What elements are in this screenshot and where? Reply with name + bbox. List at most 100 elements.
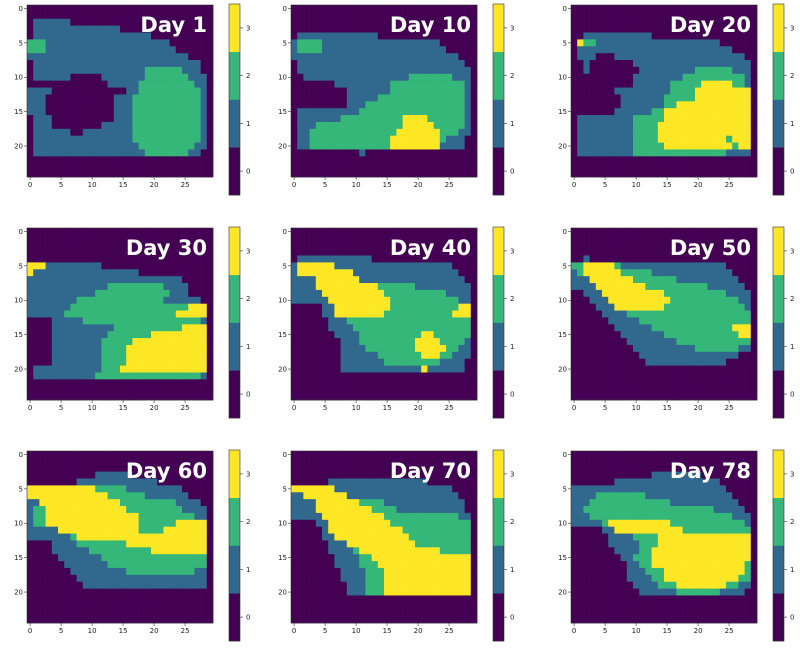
heatmap-cell (89, 66, 96, 75)
heatmap-cell (639, 317, 646, 325)
heatmap-cell (384, 296, 391, 305)
heatmap-cell (303, 60, 310, 68)
heatmap-cell (113, 464, 121, 472)
heatmap-cell (713, 289, 721, 298)
heatmap-cell (390, 262, 397, 270)
heatmap-cell (33, 228, 40, 236)
heatmap-cell (51, 163, 59, 171)
heatmap-cell (439, 170, 447, 178)
heatmap-cell (719, 331, 727, 339)
heatmap-cell (657, 163, 665, 171)
heatmap-cell (39, 386, 46, 394)
heatmap-cell (359, 379, 366, 387)
heatmap-cell (633, 379, 640, 387)
heatmap-cell (27, 248, 34, 256)
heatmap-cell (334, 283, 341, 291)
heatmap-cell (346, 66, 354, 75)
heatmap-cell (470, 248, 478, 256)
heatmap-cell (595, 163, 603, 171)
heatmap-cell (396, 331, 403, 339)
heatmap-cell (651, 283, 659, 291)
heatmap-cell (676, 39, 683, 47)
heatmap-cell (408, 358, 416, 366)
heatmap-cell (384, 283, 391, 291)
heatmap-cell (608, 128, 615, 137)
heatmap-cell (608, 351, 615, 360)
heatmap-cell (206, 451, 214, 459)
heatmap-cell (322, 262, 329, 270)
heatmap-cell (169, 379, 177, 387)
heatmap-cell (408, 324, 416, 332)
heatmap-cell (70, 310, 77, 318)
heatmap-cell (620, 73, 628, 82)
heatmap-cell (571, 248, 578, 256)
heatmap-cell (719, 149, 727, 157)
heatmap-cell (676, 87, 683, 95)
heatmap-cell (175, 451, 183, 459)
heatmap-cell (365, 289, 372, 298)
heatmap-cell (132, 73, 139, 82)
heatmap-cell (571, 101, 578, 109)
heatmap-cell (433, 5, 441, 13)
heatmap-cell (470, 351, 478, 360)
heatmap-cell (101, 506, 108, 514)
heatmap-cell (297, 344, 304, 353)
heatmap-cell (309, 142, 317, 150)
heatmap-cell (27, 135, 34, 143)
heatmap-cell (95, 60, 102, 68)
heatmap-cell (676, 386, 683, 394)
heatmap-cell (175, 471, 183, 479)
heatmap-cell (427, 372, 434, 380)
heatmap-cell (626, 234, 634, 243)
heatmap-cell (45, 234, 53, 243)
heatmap-cell (95, 296, 102, 305)
heatmap-cell (657, 338, 665, 346)
heatmap-cell (33, 338, 40, 346)
heatmap-cell (303, 296, 310, 305)
heatmap-cell (353, 228, 360, 236)
x-tick-label: 25 (181, 181, 190, 189)
heatmap-cell (64, 142, 71, 150)
heatmap-cell (126, 276, 133, 284)
heatmap-cell (163, 11, 170, 20)
heatmap-cell (670, 32, 677, 40)
heatmap-cell (76, 5, 84, 13)
heatmap-cell (144, 142, 152, 150)
heatmap-cell (427, 128, 434, 137)
heatmap-cell (682, 46, 690, 54)
heatmap-cell (58, 344, 65, 353)
heatmap-cell (120, 11, 127, 20)
heatmap-cell (639, 344, 646, 353)
x-tick-label: 10 (352, 404, 361, 412)
heatmap-cell (188, 87, 195, 95)
heatmap-cell (415, 115, 422, 123)
heatmap-cell (33, 149, 40, 157)
heatmap-cell (322, 310, 329, 318)
heatmap-cell (175, 344, 183, 353)
heatmap-cell (402, 276, 410, 284)
heatmap-cell (390, 331, 397, 339)
heatmap-cell (682, 248, 690, 256)
heatmap-cell (470, 289, 478, 298)
heatmap-cell (169, 121, 177, 130)
heatmap-cell (608, 379, 615, 387)
heatmap-cell (64, 317, 71, 325)
heatmap-cell (583, 276, 590, 284)
heatmap-cell (402, 108, 410, 116)
heatmap-cell (39, 170, 46, 178)
heatmap-cell (82, 66, 90, 75)
heatmap-cell (446, 121, 453, 130)
heatmap-cell (620, 393, 628, 401)
heatmap-cell (676, 66, 683, 75)
heatmap-cell (82, 39, 90, 47)
heatmap-cell (744, 163, 752, 171)
heatmap-cell (670, 310, 677, 318)
heatmap-cell (701, 66, 708, 75)
heatmap-cell (458, 135, 465, 143)
heatmap-cell (682, 338, 690, 346)
heatmap-cell (340, 303, 348, 311)
heatmap-cell (602, 228, 609, 236)
heatmap-cell (334, 262, 341, 270)
heatmap-cell (738, 303, 745, 311)
